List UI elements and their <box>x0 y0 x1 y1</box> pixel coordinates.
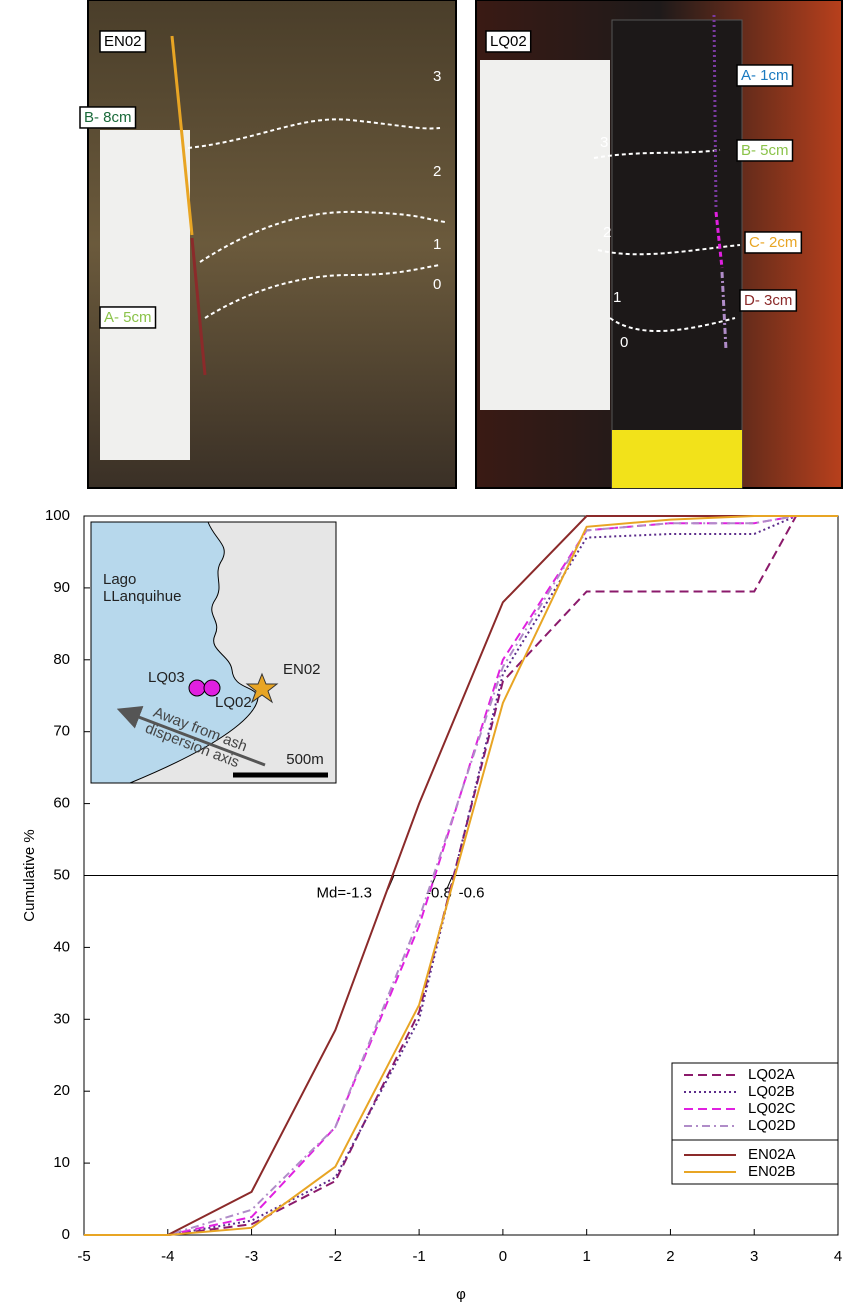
y-tick-label: 100 <box>45 507 70 524</box>
layer-number: 0 <box>433 276 441 293</box>
photo-label: C- 2cm <box>749 234 797 251</box>
x-tick-label: 0 <box>499 1248 507 1265</box>
map-label: LQ02 <box>215 694 252 711</box>
x-tick-label: -1 <box>412 1248 425 1265</box>
layer-number: 2 <box>603 224 611 241</box>
legend-label: LQ02A <box>748 1066 795 1083</box>
y-axis-label: Cumulative % <box>21 829 38 922</box>
legend-label: EN02B <box>748 1163 796 1180</box>
legend-label: LQ02B <box>748 1083 795 1100</box>
layer-number: 1 <box>433 236 441 253</box>
layer-number: 2 <box>433 163 441 180</box>
y-tick-label: 30 <box>53 1010 70 1027</box>
photo-label: A- 5cm <box>104 309 152 326</box>
x-tick-label: 2 <box>666 1248 674 1265</box>
layer-number: 3 <box>600 134 608 151</box>
y-tick-label: 20 <box>53 1082 70 1099</box>
y-tick-label: 0 <box>62 1226 70 1243</box>
site-lq03 <box>189 680 205 696</box>
map-label: EN02 <box>283 661 321 678</box>
x-tick-label: 3 <box>750 1248 758 1265</box>
y-tick-label: 40 <box>53 938 70 955</box>
scale-label: 500m <box>286 751 324 768</box>
ruler <box>480 60 610 410</box>
x-tick-label: 4 <box>834 1248 842 1265</box>
legend-label: LQ02C <box>748 1100 796 1117</box>
y-tick-label: 90 <box>53 579 70 596</box>
y-tick-label: 60 <box>53 795 70 812</box>
y-tick-label: 10 <box>53 1154 70 1171</box>
x-tick-label: -5 <box>77 1248 90 1265</box>
figure: EN023210B- 8cmA- 5cmLQ023210A- 1cmB- 5cm… <box>0 0 851 1313</box>
x-tick-label: 1 <box>582 1248 590 1265</box>
photo-label: D- 3cm <box>744 292 792 309</box>
photo-label: B- 5cm <box>741 142 789 159</box>
photo-label: EN02 <box>104 33 142 50</box>
core-cap <box>612 430 742 488</box>
photo-label: B- 8cm <box>84 109 132 126</box>
layer-number: 3 <box>433 68 441 85</box>
median-label: -0.6 <box>459 884 485 901</box>
ruler <box>100 130 190 460</box>
y-tick-label: 50 <box>53 866 70 883</box>
legend-label: LQ02D <box>748 1117 796 1134</box>
x-tick-label: -2 <box>329 1248 342 1265</box>
y-tick-label: 70 <box>53 723 70 740</box>
photo-label: LQ02 <box>490 33 527 50</box>
map-label: LLanquihue <box>103 588 181 605</box>
layer-number: 1 <box>613 289 621 306</box>
median-label: Md=-1.3 <box>317 884 372 901</box>
x-axis-label: φ <box>456 1286 466 1303</box>
page: EN023210B- 8cmA- 5cmLQ023210A- 1cmB- 5cm… <box>0 0 851 1313</box>
x-tick-label: -4 <box>161 1248 174 1265</box>
x-tick-label: -3 <box>245 1248 258 1265</box>
legend-label: EN02A <box>748 1146 796 1163</box>
core-tube <box>612 20 742 488</box>
map-label: LQ03 <box>148 669 185 686</box>
photo-label: A- 1cm <box>741 67 789 84</box>
y-tick-label: 80 <box>53 651 70 668</box>
map-label: Lago <box>103 571 136 588</box>
layer-number: 0 <box>620 334 628 351</box>
